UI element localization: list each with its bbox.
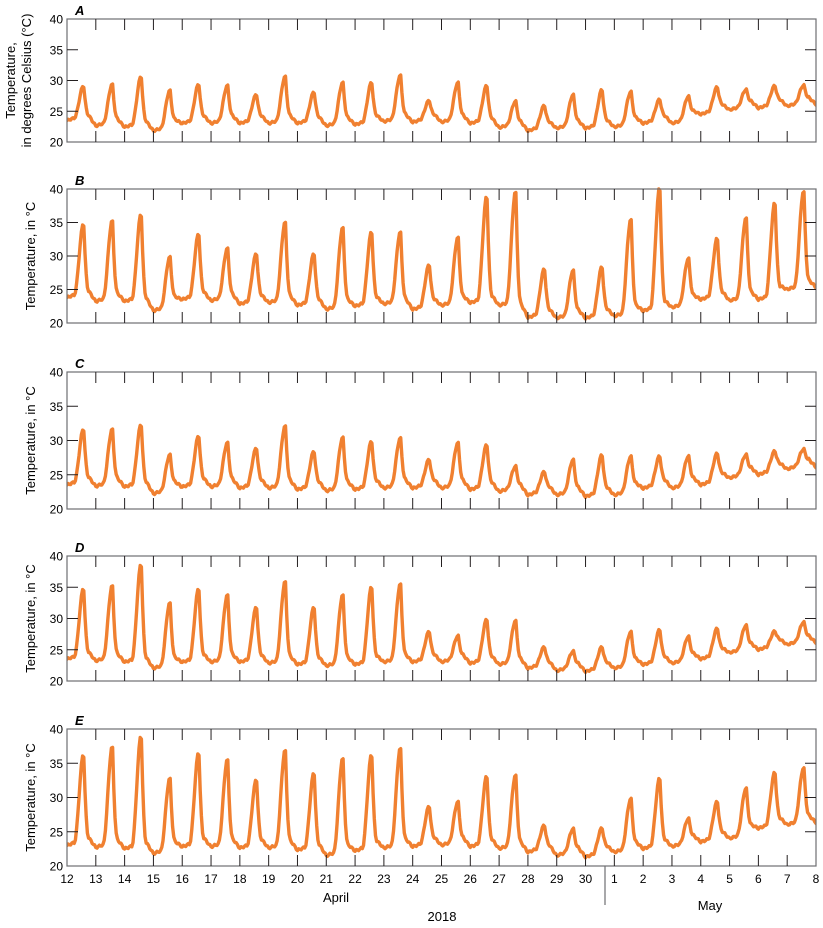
x-tick-label: 13 — [89, 872, 103, 886]
y-tick-label: 25 — [50, 105, 64, 119]
y-tick-label: 30 — [50, 74, 64, 88]
panel-letter: D — [75, 540, 85, 555]
y-axis-label: Temperature, in °C — [23, 564, 38, 673]
x-axis-labels: 12 13 14 15 16 17 18 19 20 21 22 23 24 25 26 27 28 29 30 1 2… — [60, 866, 820, 924]
y-tick-label: 30 — [50, 791, 64, 805]
panel-letter: C — [75, 356, 85, 371]
y-axis-label: Temperature, in °C — [23, 202, 38, 311]
panel-letter: E — [75, 713, 84, 728]
y-tick-label: 30 — [50, 612, 64, 626]
y-tick-label: 35 — [50, 216, 64, 230]
x-tick-label: 19 — [262, 872, 276, 886]
x-tick-label: 5 — [726, 872, 733, 886]
y-tick-label: 40 — [50, 723, 64, 737]
x-tick-label: 21 — [320, 872, 334, 886]
y-tick-label: 25 — [50, 283, 64, 297]
x-tick-label: 1 — [611, 872, 618, 886]
y-tick-label: 20 — [50, 860, 64, 874]
y-tick-label: 35 — [50, 400, 64, 414]
panel-a: 20 25 30 35 40 A Temperature,in degrees Celsiu… — [3, 3, 817, 150]
x-tick-label: 23 — [377, 872, 391, 886]
panels-group: 20 25 30 35 40 A Temperature,in degrees Celsiu… — [3, 3, 817, 874]
x-tick-label: 18 — [233, 872, 247, 886]
x-tick-label: 7 — [784, 872, 791, 886]
y-tick-label: 35 — [50, 581, 64, 595]
month-label-april: April — [323, 890, 349, 905]
panel-e: 20 25 30 35 40 E Temperature, in °C — [23, 713, 817, 874]
x-tick-label: 30 — [579, 872, 593, 886]
temperature-line — [67, 187, 816, 321]
y-tick-label: 20 — [50, 317, 64, 331]
x-tick-label: 12 — [60, 872, 74, 886]
y-tick-label: 40 — [50, 13, 64, 27]
x-tick-label: 20 — [291, 872, 305, 886]
y-tick-label: 40 — [50, 366, 64, 380]
x-tick-label: 6 — [755, 872, 762, 886]
year-label: 2018 — [428, 909, 457, 924]
x-tick-label: 22 — [348, 872, 362, 886]
x-tick-label: 2 — [640, 872, 647, 886]
panel-c: 20 25 30 35 40 C Temperature, in °C — [23, 356, 817, 517]
temperature-line — [67, 73, 816, 134]
x-tick-label: 4 — [697, 872, 704, 886]
temperature-line — [67, 423, 816, 500]
temperature-line — [67, 563, 816, 674]
y-tick-label: 35 — [50, 757, 64, 771]
y-tick-label: 30 — [50, 434, 64, 448]
y-axis-label: Temperature, in °C — [23, 386, 38, 495]
y-tick-label: 30 — [50, 250, 64, 264]
x-tick-label: 29 — [550, 872, 564, 886]
y-tick-label: 20 — [50, 136, 64, 150]
y-tick-label: 25 — [50, 825, 64, 839]
x-tick-label: 14 — [118, 872, 132, 886]
panel-letter: B — [75, 173, 84, 188]
y-tick-label: 20 — [50, 503, 64, 517]
x-tick-label: 24 — [406, 872, 420, 886]
y-axis-label: Temperature, in °C — [23, 743, 38, 852]
x-tick-labels: 12 13 14 15 16 17 18 19 20 21 22 23 24 25 26 27 28 29 30 1 2… — [60, 872, 819, 886]
x-tick-label: 27 — [492, 872, 506, 886]
panel-b: 20 25 30 35 40 B Temperature, in °C — [23, 173, 817, 331]
x-tick-label: 15 — [147, 872, 161, 886]
y-tick-label: 35 — [50, 43, 64, 57]
panel-letter: A — [74, 3, 84, 18]
y-tick-label: 20 — [50, 675, 64, 689]
x-tick-label: 25 — [435, 872, 449, 886]
y-tick-label: 40 — [50, 183, 64, 197]
x-tick-label: 8 — [813, 872, 820, 886]
temperature-line — [67, 735, 816, 860]
panel-d: 20 25 30 35 40 D Temperature, in °C — [23, 540, 817, 689]
y-tick-label: 25 — [50, 643, 64, 657]
y-tick-label: 40 — [50, 550, 64, 564]
x-tick-label: 17 — [204, 872, 218, 886]
x-tick-label: 16 — [176, 872, 190, 886]
y-axis-label: Temperature,in degrees Celsius (°C) — [3, 14, 34, 148]
x-tick-label: 28 — [521, 872, 535, 886]
y-tick-label: 25 — [50, 468, 64, 482]
x-tick-label: 26 — [464, 872, 478, 886]
x-tick-label: 3 — [669, 872, 676, 886]
month-label-may: May — [698, 898, 723, 913]
